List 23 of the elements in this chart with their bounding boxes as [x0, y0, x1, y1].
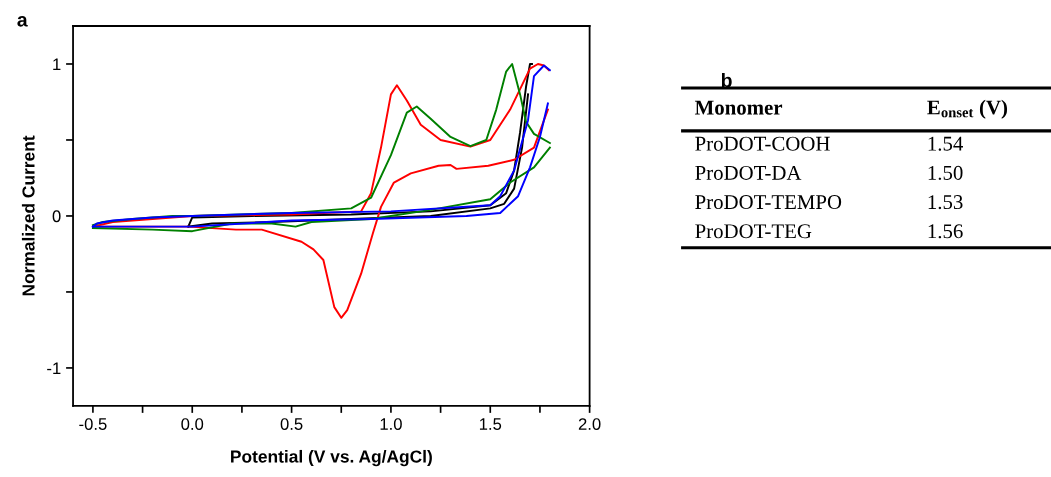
x-axis-title: Potential (V vs. Ag/AgCl)	[231, 449, 432, 467]
text: ProDOT-DA	[695, 165, 802, 180]
text: Monomer	[694, 100, 783, 115]
text: b	[721, 73, 732, 88]
text: 1.56	[928, 224, 963, 239]
text: E$_{onset}$ (V)	[927, 99, 1008, 119]
text: a	[17, 16, 28, 27]
x-tick-label: 1.0	[380, 418, 402, 430]
text: 1.54	[928, 136, 963, 151]
y-tick-label: 1	[53, 58, 61, 71]
x-tick-label: 0.0	[181, 418, 204, 430]
text: 1.50	[928, 165, 963, 180]
y-axis-title: Normalized Current	[21, 135, 35, 296]
y-tick-label: 0	[52, 210, 61, 223]
y-tick-label: -1	[47, 362, 61, 374]
x-tick-label: 0.5	[280, 418, 303, 430]
x-tick-label: -0.5	[79, 418, 107, 430]
x-tick-label: 2.0	[578, 418, 601, 430]
text: 1.53	[928, 195, 963, 210]
text: ProDOT-TEG	[695, 224, 812, 239]
text: ProDOT-COOH	[695, 136, 830, 151]
text: ProDOT-TEMPO	[695, 195, 842, 210]
x-tick-label: 1.5	[479, 418, 502, 430]
